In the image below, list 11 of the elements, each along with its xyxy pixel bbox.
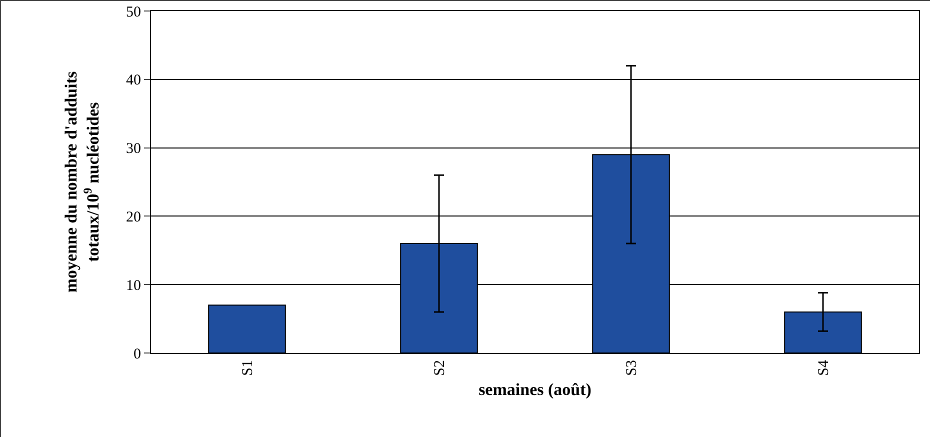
x-tick-label: S1 <box>240 360 256 376</box>
y-tick-label: 10 <box>126 278 141 294</box>
y-tick-label: 30 <box>126 141 141 158</box>
y-tick-label: 40 <box>126 72 141 89</box>
x-axis-title: semaines (août) <box>478 380 592 400</box>
y-tick-label: 50 <box>126 4 141 20</box>
x-tick-label: S4 <box>816 360 832 376</box>
x-tick-label: S2 <box>432 360 448 376</box>
x-tick-label: S3 <box>624 360 640 376</box>
y-tick-label: 20 <box>126 209 141 226</box>
y-tick-label: 0 <box>134 346 141 362</box>
